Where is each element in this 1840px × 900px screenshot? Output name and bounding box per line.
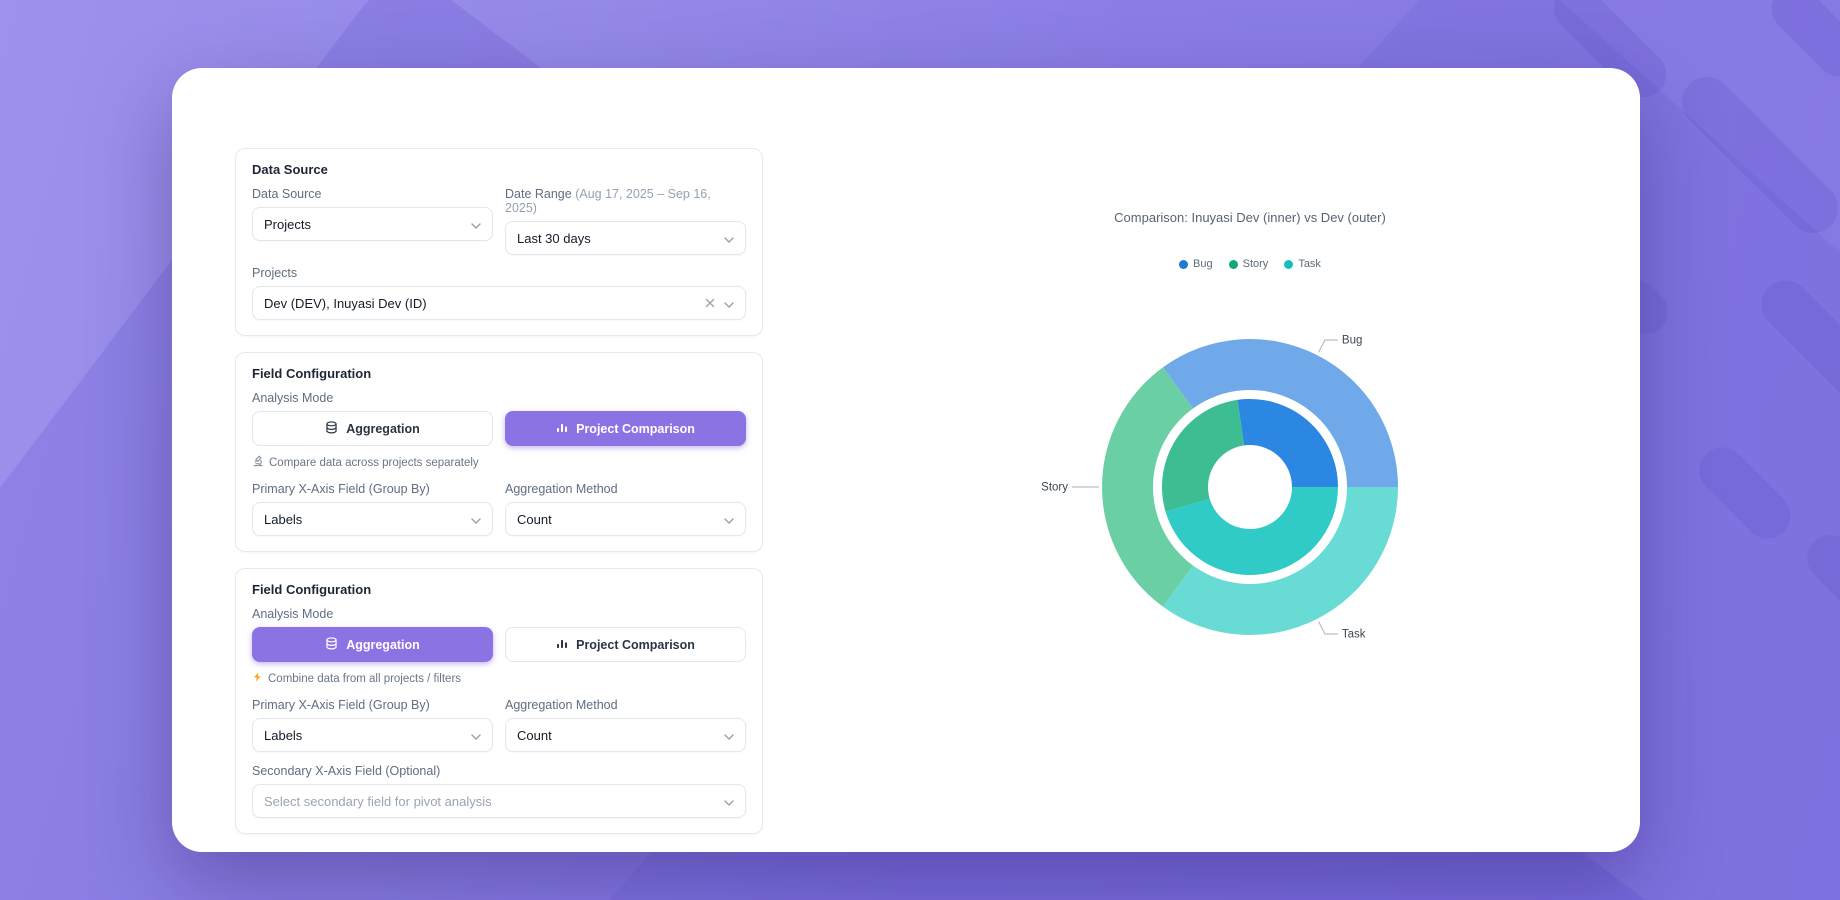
chevron-down-icon: [471, 512, 481, 527]
chevron-down-icon: [471, 217, 481, 232]
chart-legend: Bug Story Task: [940, 258, 1560, 270]
chevron-down-icon: [471, 728, 481, 743]
legend-label: Task: [1298, 258, 1321, 270]
primary-xaxis-select[interactable]: Labels: [252, 502, 493, 536]
date-range-span: (Aug 17, 2025 – Sep 16, 2025): [505, 187, 711, 215]
data-source-select[interactable]: Projects: [252, 207, 493, 241]
chart-title: Comparison: Inuyasi Dev (inner) vs Dev (…: [1114, 210, 1386, 225]
lightning-bolt-icon: [252, 671, 263, 686]
bar-chart-icon: [556, 637, 568, 652]
chevron-down-icon: [724, 231, 734, 246]
mode-hint: Combine data from all projects / filters: [252, 671, 746, 686]
legend-label: Story: [1242, 258, 1269, 270]
chevron-down-icon: [724, 794, 734, 809]
analysis-mode-label: Analysis Mode: [252, 391, 334, 405]
aggregation-mode-button[interactable]: Aggregation: [252, 627, 493, 662]
legend-item-task[interactable]: Task: [1284, 258, 1321, 270]
panel-title: Field Configuration: [252, 582, 372, 597]
mode-hint: Compare data across projects separately: [252, 455, 746, 470]
label-line-bug: [1318, 339, 1338, 353]
aggregation-method-select[interactable]: Count: [505, 718, 746, 752]
legend-item-story[interactable]: Story: [1228, 258, 1269, 270]
project-comparison-mode-button[interactable]: Project Comparison: [505, 627, 746, 662]
bar-chart-icon: [556, 421, 568, 436]
donut-segment-story-outer[interactable]: [1102, 367, 1193, 607]
x-clear-icon[interactable]: [705, 296, 715, 311]
panel-data-source: Data Source Data Source Projects Date Ra…: [235, 148, 763, 336]
primary-xaxis-label: Primary X-Axis Field (Group By): [252, 482, 430, 496]
main-card: Data Source Data Source Projects Date Ra…: [172, 68, 1640, 852]
date-range-select[interactable]: Last 30 days: [505, 221, 746, 255]
project-comparison-mode-button[interactable]: Project Comparison: [505, 411, 746, 446]
legend-dot-bug: [1179, 259, 1189, 269]
panel-title: Data Source: [252, 162, 328, 177]
projects-multiselect[interactable]: Dev (DEV), Inuyasi Dev (ID): [252, 286, 746, 320]
aggregation-mode-button[interactable]: Aggregation: [252, 411, 493, 446]
legend-label: Bug: [1193, 258, 1213, 270]
donut-label-task: Task: [1342, 629, 1366, 641]
donut-segment-task-outer[interactable]: [1163, 487, 1398, 635]
primary-xaxis-label: Primary X-Axis Field (Group By): [252, 698, 430, 712]
donut-segment-story-inner[interactable]: [1161, 399, 1245, 512]
panel-title: Field Configuration: [252, 366, 372, 381]
microscope-icon: [252, 455, 264, 470]
label-line-task: [1318, 621, 1338, 635]
aggregation-method-label: Aggregation Method: [505, 698, 618, 712]
donut-segment-bug-outer[interactable]: [1163, 339, 1398, 487]
chevron-down-icon[interactable]: [724, 296, 734, 311]
background-pill: [1761, 0, 1840, 87]
legend-item-bug[interactable]: Bug: [1179, 258, 1213, 270]
donut-label-bug: Bug: [1342, 334, 1362, 346]
config-column: Data Source Data Source Projects Date Ra…: [235, 148, 763, 834]
aggregation-method-label: Aggregation Method: [505, 482, 618, 496]
donut-segment-bug-inner[interactable]: [1237, 399, 1338, 487]
aggregation-method-select[interactable]: Count: [505, 502, 746, 536]
database-icon: [325, 636, 338, 653]
chevron-down-icon: [724, 512, 734, 527]
chevron-down-icon: [724, 728, 734, 743]
panel-field-config-comparison: Field Configuration Analysis Mode Aggreg…: [235, 352, 763, 552]
analysis-mode-label: Analysis Mode: [252, 607, 334, 621]
secondary-xaxis-label: Secondary X-Axis Field (Optional): [252, 764, 441, 778]
panel-field-config-aggregation: Field Configuration Analysis Mode Aggreg…: [235, 568, 763, 834]
donut-segment-task-inner[interactable]: [1165, 487, 1338, 576]
donut-label-story: Story: [1041, 482, 1068, 494]
secondary-xaxis-select[interactable]: Select secondary field for pivot analysi…: [252, 784, 746, 818]
date-range-label: Date Range (Aug 17, 2025 – Sep 16, 2025): [505, 187, 711, 215]
primary-xaxis-select[interactable]: Labels: [252, 718, 493, 752]
projects-label: Projects: [252, 266, 298, 280]
legend-dot-task: [1284, 259, 1294, 269]
legend-dot-story: [1228, 259, 1238, 269]
comparison-donut-chart[interactable]: Bug Story Task: [990, 227, 1510, 747]
data-source-label: Data Source: [252, 187, 322, 201]
database-icon: [325, 420, 338, 437]
